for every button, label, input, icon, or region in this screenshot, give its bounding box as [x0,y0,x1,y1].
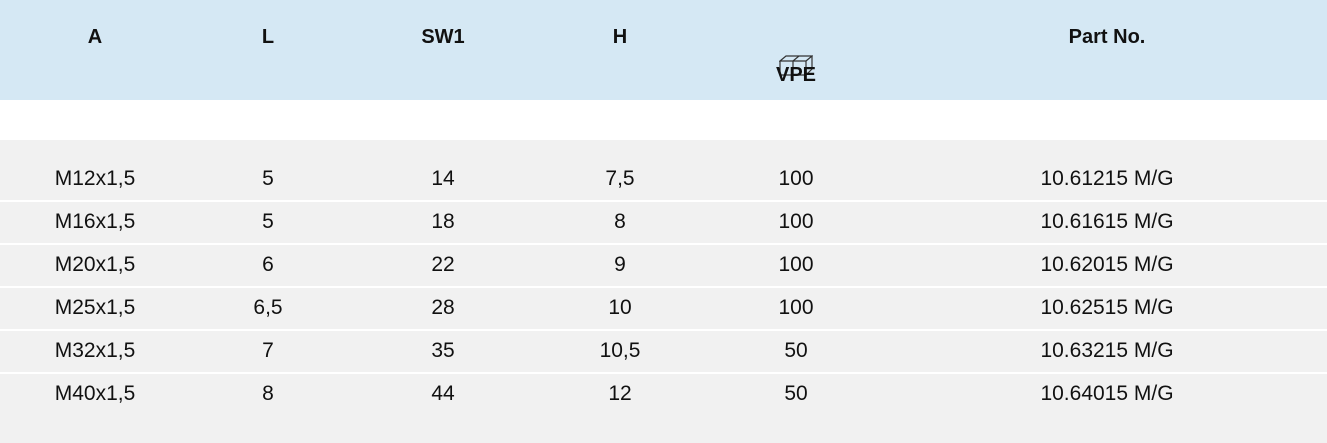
header-cell: VPE [775,64,817,86]
table-cell: 44 [431,382,455,405]
row-separator [0,329,1327,331]
table-cell: 5 [262,167,274,190]
table-cell: 7 [262,339,274,362]
table-cell: M20x1,5 [54,253,136,276]
table-cell: 28 [431,296,455,319]
table-body [0,140,1327,443]
table-cell: 14 [431,167,455,190]
table-cell: 50 [784,339,808,362]
row-separator [0,243,1327,245]
header-cell: A [87,26,103,48]
table-header [0,0,1327,100]
table-cell: 6 [262,253,274,276]
table-cell: 100 [778,253,814,276]
table-cell: 10.61615 M/G [1040,210,1174,233]
table-cell: 5 [262,210,274,233]
table-cell: 100 [778,167,814,190]
table-cell: 10,5 [599,339,641,362]
row-separator [0,372,1327,374]
table-cell: 35 [431,339,455,362]
table-cell: M40x1,5 [54,382,136,405]
header-cell: L [261,26,275,48]
table-cell: M32x1,5 [54,339,136,362]
table-cell: 22 [431,253,455,276]
table-cell: 100 [778,296,814,319]
header-cell: H [612,26,628,48]
table-cell: 100 [778,210,814,233]
row-separator [0,200,1327,202]
table-cell: 8 [614,210,626,233]
table-cell: 10.62515 M/G [1040,296,1174,319]
header-cell: Part No. [1068,26,1146,48]
table-cell: 10.61215 M/G [1040,167,1174,190]
table-cell: 10.64015 M/G [1040,382,1174,405]
table-cell: 10 [608,296,632,319]
table-cell: 50 [784,382,808,405]
table-cell: 10.62015 M/G [1040,253,1174,276]
table-cell: 8 [262,382,274,405]
table-cell: M25x1,5 [54,296,136,319]
row-separator [0,286,1327,288]
table-cell: 6,5 [253,296,283,319]
table-cell: 18 [431,210,455,233]
header-cell: SW1 [421,26,465,48]
table-cell: 9 [614,253,626,276]
package-icon [779,55,813,76]
table-cell: M16x1,5 [54,210,136,233]
table-cell: M12x1,5 [54,167,136,190]
table-cell: 12 [608,382,632,405]
table-cell: 7,5 [605,167,635,190]
table-cell: 10.63215 M/G [1040,339,1174,362]
